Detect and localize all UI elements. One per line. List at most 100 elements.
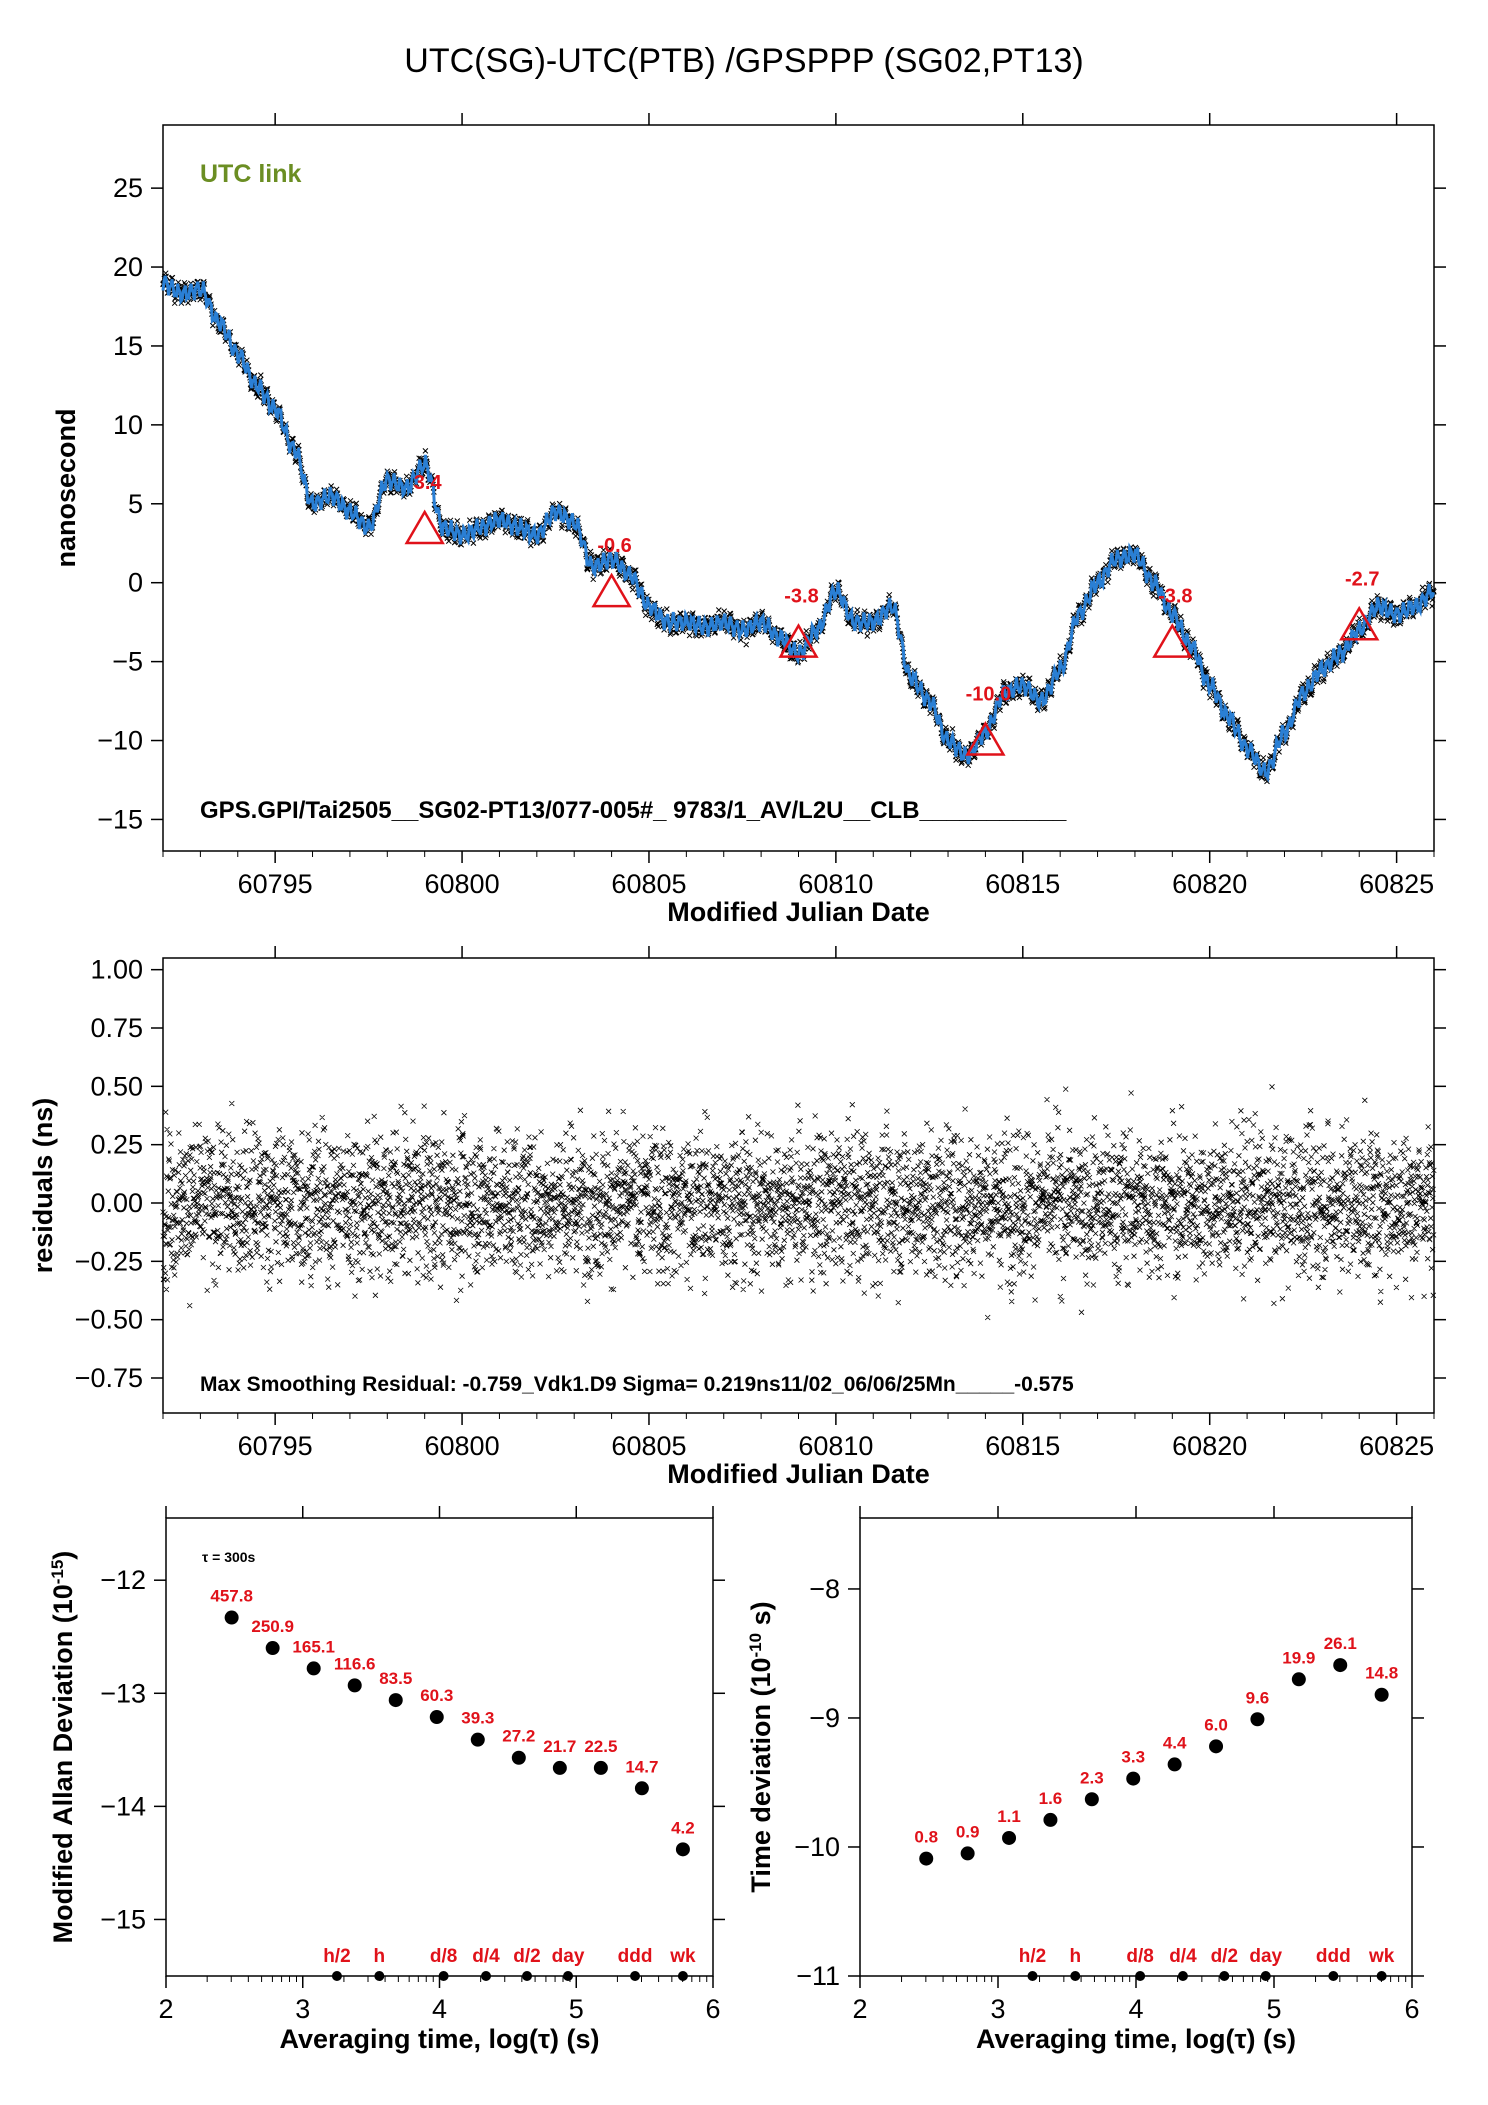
deviation-point bbox=[675, 1842, 690, 1857]
point-label: 0.9 bbox=[956, 1822, 980, 1841]
mdev-panel: 2 3 4 5 6 −15 −14 −13 −12 457.8 250.9165.1116.683.… bbox=[48, 1506, 725, 2054]
reference-point bbox=[522, 1971, 533, 1981]
x-axis-label: Modified Julian Date bbox=[667, 897, 930, 927]
y-tick-label: −15 bbox=[97, 804, 143, 834]
y-tick-label: 0.25 bbox=[90, 1130, 143, 1160]
deviation-point bbox=[224, 1610, 239, 1625]
reference-label: d/8 bbox=[1126, 1946, 1153, 1967]
calibration-marker bbox=[1339, 605, 1380, 641]
y-tick-label: 0.75 bbox=[90, 1013, 143, 1043]
reference-label: day bbox=[552, 1946, 585, 1967]
deviation-point bbox=[1167, 1757, 1182, 1772]
reference-point bbox=[331, 1971, 342, 1981]
point-label: 4.2 bbox=[671, 1818, 695, 1837]
x-tick-label: 60820 bbox=[1172, 1431, 1247, 1461]
y-tick-label: −8 bbox=[809, 1574, 840, 1604]
y-tick-label: −10 bbox=[794, 1832, 840, 1862]
x-tick-label: 60810 bbox=[798, 1431, 873, 1461]
y-tick-label: 25 bbox=[113, 173, 143, 203]
y-tick-label: −15 bbox=[100, 1904, 146, 1934]
reference-point bbox=[677, 1971, 688, 1981]
tau-note: τ = 300s bbox=[202, 1549, 256, 1565]
point-label: 0.8 bbox=[914, 1828, 938, 1847]
deviation-point bbox=[265, 1641, 280, 1656]
y-tick-label: −0.75 bbox=[75, 1363, 143, 1393]
y-tick-label: −5 bbox=[112, 647, 143, 677]
y-tick-label: 1.00 bbox=[90, 955, 143, 985]
reference-point bbox=[630, 1971, 641, 1981]
reference-point bbox=[1376, 1971, 1387, 1981]
x-tick-label: 60805 bbox=[611, 869, 686, 899]
deviation-point bbox=[1291, 1672, 1306, 1687]
deviation-point bbox=[634, 1781, 649, 1796]
deviation-point bbox=[1209, 1739, 1224, 1754]
chart-title: UTC(SG)-UTC(PTB) /GPSPPP (SG02,PT13) bbox=[404, 42, 1084, 80]
calibration-marker bbox=[965, 721, 1006, 756]
x-tick-label: 2 bbox=[852, 1994, 867, 2024]
x-tick-label: 3 bbox=[295, 1994, 310, 2024]
y-tick-label: 0.00 bbox=[90, 1188, 143, 1218]
x-tick-label: 4 bbox=[1128, 1994, 1143, 2024]
y-tick-label: −0.50 bbox=[75, 1305, 143, 1335]
y-tick-label: 0 bbox=[128, 568, 143, 598]
x-tick-label: 60795 bbox=[238, 1431, 313, 1461]
deviation-point bbox=[552, 1760, 567, 1775]
point-label: 4.4 bbox=[1163, 1733, 1187, 1752]
marker-label: -3.8 bbox=[784, 586, 818, 608]
calibration-marker bbox=[1152, 623, 1193, 658]
point-label: 14.8 bbox=[1365, 1664, 1398, 1683]
x-tick-label: 60825 bbox=[1359, 869, 1434, 899]
deviation-point bbox=[1002, 1830, 1017, 1845]
point-label: 6.0 bbox=[1204, 1715, 1228, 1734]
x-axis-label: Averaging time, log(τ) (s) bbox=[976, 2024, 1296, 2054]
point-label: 2.3 bbox=[1080, 1768, 1104, 1787]
reference-point bbox=[563, 1971, 574, 1981]
x-axis-label: Averaging time, log(τ) (s) bbox=[279, 2024, 599, 2054]
point-label: 250.9 bbox=[251, 1617, 294, 1636]
x-axis-label: Modified Julian Date bbox=[667, 1459, 930, 1489]
deviation-point bbox=[470, 1732, 485, 1747]
x-tick-label: 6 bbox=[1404, 1994, 1419, 2024]
reference-label: ddd bbox=[618, 1946, 653, 1967]
deviation-point bbox=[388, 1693, 403, 1708]
residual-points bbox=[160, 1084, 1437, 1321]
y-tick-label: −11 bbox=[796, 1961, 840, 1991]
point-label: 457.8 bbox=[210, 1587, 253, 1606]
x-tick-label: 4 bbox=[432, 1994, 447, 2024]
point-label: 60.3 bbox=[420, 1686, 453, 1705]
reference-point bbox=[1135, 1971, 1146, 1981]
smoothed-trace bbox=[161, 275, 1436, 783]
y-tick-label: −9 bbox=[809, 1703, 840, 1733]
reference-label: wk bbox=[1368, 1946, 1395, 1967]
x-tick-label: 60815 bbox=[985, 869, 1060, 899]
tdev-panel: 2 3 4 5 6 −11 −10 −9 −8 0.8 0.9 1.1 1.6 2.3 3.3 4.4 6.0 9… bbox=[746, 1506, 1424, 2054]
marker-label: -3.8 bbox=[1158, 586, 1192, 608]
reference-point bbox=[1177, 1971, 1188, 1981]
point-label: 19.9 bbox=[1282, 1648, 1315, 1667]
panel-footer: Max Smoothing Residual: -0.759_Vdk1.D9 S… bbox=[200, 1373, 1074, 1396]
x-tick-label: 60810 bbox=[798, 869, 873, 899]
calibration-marker bbox=[591, 572, 632, 608]
point-label: 26.1 bbox=[1324, 1634, 1357, 1653]
x-tick-label: 2 bbox=[158, 1994, 173, 2024]
marker-label: 3.4 bbox=[414, 472, 443, 494]
y-axis-label: Time deviation (10-10 s) bbox=[746, 1601, 777, 1892]
point-label: 14.7 bbox=[625, 1757, 658, 1776]
reference-label: h bbox=[1069, 1946, 1081, 1967]
y-tick-label: 20 bbox=[113, 252, 143, 282]
y-tick-label: −12 bbox=[100, 1565, 146, 1595]
marker-label: -0.6 bbox=[597, 535, 631, 557]
panel-footer: GPS.GPI/Tai2505__SG02-PT13/077-005#_ 978… bbox=[200, 797, 1067, 824]
y-tick-label: −13 bbox=[100, 1678, 146, 1708]
point-label: 1.6 bbox=[1039, 1789, 1063, 1808]
x-tick-label: 6 bbox=[705, 1994, 720, 2024]
reference-point bbox=[1260, 1971, 1271, 1981]
y-axis-label: nanosecond bbox=[51, 408, 81, 567]
deviation-point bbox=[306, 1661, 321, 1676]
calibration-marker bbox=[778, 623, 819, 658]
deviation-point bbox=[919, 1851, 934, 1866]
point-label: 27.2 bbox=[502, 1727, 535, 1746]
deviation-point bbox=[1084, 1792, 1099, 1807]
residuals-panel: 60795 60800 60805 60810 60815 60820 60825 −0.75… bbox=[28, 946, 1446, 1489]
